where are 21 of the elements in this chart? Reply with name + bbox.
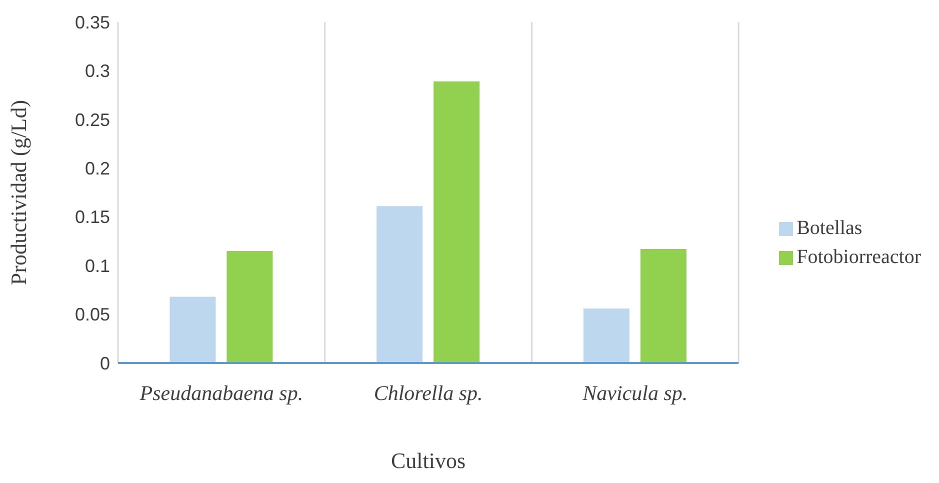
x-tick-label: Pseudanabaena sp. xyxy=(138,380,304,405)
y-tick-label: 0.05 xyxy=(74,304,110,325)
bar xyxy=(226,250,273,363)
x-tick-label: Chlorella sp. xyxy=(374,380,483,405)
x-tick-label: Navicula sp. xyxy=(582,380,688,405)
y-tick-label: 0.3 xyxy=(84,61,110,82)
legend-label: Fotobiorreactor xyxy=(796,246,921,269)
bar xyxy=(434,81,480,363)
y-tick-label: 0.15 xyxy=(74,207,110,228)
y-tick-label: 0.2 xyxy=(84,158,110,179)
bar xyxy=(583,308,630,363)
y-tick-label: 0.35 xyxy=(74,12,110,32)
y-tick-label: 0.1 xyxy=(84,256,110,276)
y-axis-title: Productividad (g/Ld) xyxy=(6,100,31,286)
bar xyxy=(640,249,686,363)
y-tick-label: 0 xyxy=(100,353,110,374)
x-axis-title: Cultivos xyxy=(391,448,466,473)
legend-label: Botellas xyxy=(796,217,862,240)
bar xyxy=(170,296,216,363)
bar xyxy=(376,206,423,363)
y-tick-label: 0.25 xyxy=(74,110,110,130)
